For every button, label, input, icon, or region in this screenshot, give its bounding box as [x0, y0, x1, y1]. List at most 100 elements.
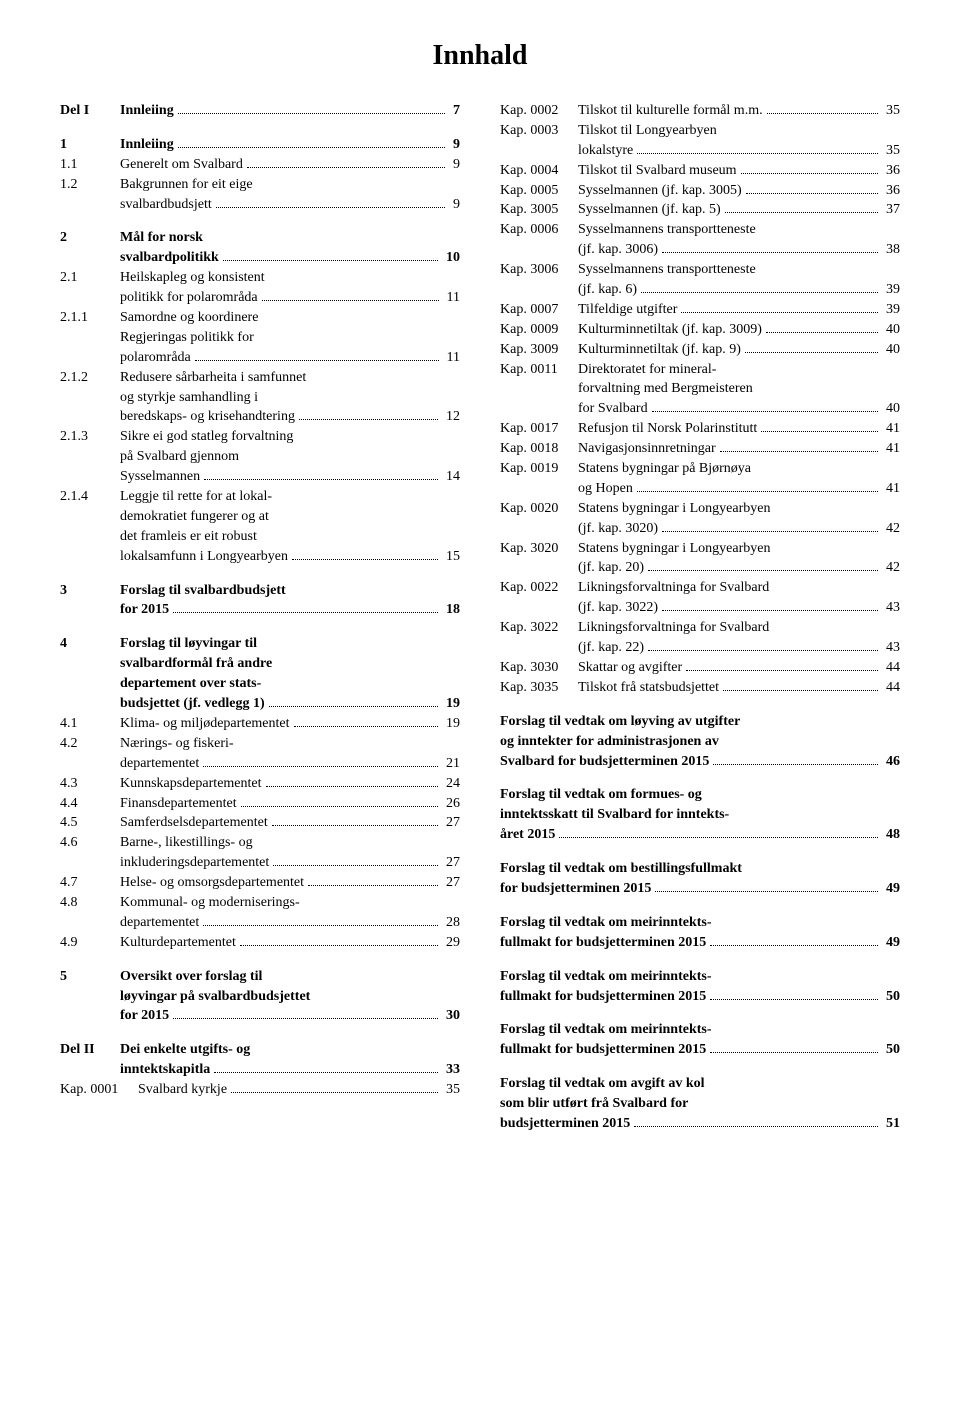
toc-label: (jf. kap. 6) [578, 281, 637, 300]
toc-leader [173, 612, 438, 613]
toc-label: Statens bygningar i Longyearbyen [578, 500, 770, 519]
toc-label: Kunnskapsdepartementet [120, 775, 262, 794]
toc-leader [178, 147, 445, 148]
toc-leader [241, 806, 438, 807]
toc-row: Del IIDei enkelte utgifts- og [60, 1041, 460, 1060]
toc-spacer [60, 122, 460, 136]
toc-spacer [60, 568, 460, 582]
toc-number: Del I [60, 102, 120, 121]
toc-number: 3 [60, 582, 120, 601]
toc-number: 4.1 [60, 715, 120, 734]
toc-number: 1.1 [60, 156, 120, 175]
toc-label: Klima- og miljødepartementet [120, 715, 290, 734]
toc-entry: 5Oversikt over forslag tilløyvingar på s… [60, 968, 460, 1027]
toc-row: svalbardpolitikk10 [60, 249, 460, 268]
toc-leader [686, 670, 878, 671]
toc-label: (jf. kap. 3020) [578, 520, 658, 539]
toc-page: 35 [882, 142, 900, 161]
toc-row: fullmakt for budsjetterminen 201550 [500, 1041, 900, 1060]
toc-page: 28 [442, 914, 460, 933]
toc-page: 41 [882, 440, 900, 459]
toc-label: Generelt om Svalbard [120, 156, 243, 175]
toc-label: (jf. kap. 3022) [578, 599, 658, 618]
toc-label: Kulturdepartementet [120, 934, 236, 953]
toc-leader [173, 1018, 438, 1019]
toc-spacer [60, 621, 460, 635]
toc-label: Samordne og koordinere [120, 309, 258, 328]
toc-leader [746, 193, 878, 194]
toc-leader [652, 411, 878, 412]
toc-entry: Kap. 3005Sysselmannen (jf. kap. 5)37 [500, 201, 900, 220]
toc-entry: 4.4Finansdepartementet26 [60, 795, 460, 814]
toc-label: Leggje til rette for at lokal- [120, 488, 272, 507]
toc-page: 39 [882, 281, 900, 300]
toc-number: Kap. 3020 [500, 540, 578, 559]
toc-label: Kulturminnetiltak (jf. kap. 9) [578, 341, 741, 360]
toc-entry: Forslag til vedtak om meirinntekts-fullm… [500, 968, 900, 1007]
toc-label: Forslag til vedtak om avgift av kol [500, 1075, 705, 1094]
toc-row: (jf. kap. 22)43 [500, 639, 900, 658]
toc-page: 46 [882, 753, 900, 772]
toc-leader [641, 292, 878, 293]
toc-leader [766, 332, 878, 333]
toc-page: 41 [882, 480, 900, 499]
toc-leader [648, 570, 878, 571]
toc-label: Sysselmannen [120, 468, 200, 487]
toc-entry: Kap. 0006Sysselmannens transportteneste(… [500, 221, 900, 260]
toc-number: 2.1.4 [60, 488, 120, 507]
toc-number: Kap. 0022 [500, 579, 578, 598]
toc-row: 4.4Finansdepartementet26 [60, 795, 460, 814]
toc-page: 26 [442, 795, 460, 814]
toc-row: Sysselmannen14 [60, 468, 460, 487]
toc-row: og inntekter for administrasjonen av [500, 733, 900, 752]
toc-number: 2 [60, 229, 120, 248]
toc-label: som blir utført frå Svalbard for [500, 1095, 688, 1114]
toc-label: året 2015 [500, 826, 555, 845]
toc-label: og styrkje samhandling i [120, 389, 258, 408]
toc-entry: Kap. 3009Kulturminnetiltak (jf. kap. 9)4… [500, 341, 900, 360]
toc-label: Oversikt over forslag til [120, 968, 262, 987]
toc-entry: 4.1Klima- og miljødepartementet19 [60, 715, 460, 734]
toc-leader [655, 891, 878, 892]
toc-row: 2.1Heilskapleg og konsistent [60, 269, 460, 288]
toc-row: 4.8Kommunal- og moderniserings- [60, 894, 460, 913]
toc-row: 4.7Helse- og omsorgsdepartementet27 [60, 874, 460, 893]
toc-row: og Hopen41 [500, 480, 900, 499]
toc-label: Sysselmannen (jf. kap. 5) [578, 201, 721, 220]
toc-page: 39 [882, 301, 900, 320]
toc-label: Tilfeldige utgifter [578, 301, 677, 320]
toc-number: 4.5 [60, 814, 120, 833]
toc-number: 1 [60, 136, 120, 155]
toc-row: inkluderingsdepartementet27 [60, 854, 460, 873]
toc-leader [247, 167, 445, 168]
toc-label: politikk for polarområda [120, 289, 258, 308]
toc-label: Dei enkelte utgifts- og [120, 1041, 250, 1060]
toc-leader [216, 207, 445, 208]
toc-label: det framleis er eit robust [120, 528, 257, 547]
toc-page: 15 [442, 548, 460, 567]
toc-page: 27 [442, 854, 460, 873]
toc-label: svalbardbudsjett [120, 196, 212, 215]
toc-leader [223, 260, 438, 261]
toc-label: Innleiing [120, 102, 174, 121]
toc-page: 41 [882, 420, 900, 439]
toc-label: Kommunal- og moderniserings- [120, 894, 300, 913]
toc-page: 37 [882, 201, 900, 220]
toc-page: 27 [442, 874, 460, 893]
toc-label: og inntekter for administrasjonen av [500, 733, 719, 752]
toc-leader [713, 764, 878, 765]
toc-label: Barne-, likestillings- og [120, 834, 253, 853]
toc-number: Kap. 0020 [500, 500, 578, 519]
toc-row: Kap. 0005Sysselmannen (jf. kap. 3005)36 [500, 182, 900, 201]
toc-columns: Del IInnleiing71Innleiing91.1Generelt om… [60, 102, 900, 1135]
toc-label: Regjeringas politikk for [120, 329, 254, 348]
toc-entry: Kap. 0005Sysselmannen (jf. kap. 3005)36 [500, 182, 900, 201]
toc-row: 3Forslag til svalbardbudsjett [60, 582, 460, 601]
toc-label: Navigasjonsinnretningar [578, 440, 716, 459]
toc-label: Tilskot frå statsbudsjettet [578, 679, 719, 698]
toc-entry: 1.1Generelt om Svalbard9 [60, 156, 460, 175]
toc-entry: Del IInnleiing7 [60, 102, 460, 121]
toc-page: 21 [442, 755, 460, 774]
toc-leader [648, 650, 878, 651]
toc-page: 40 [882, 321, 900, 340]
